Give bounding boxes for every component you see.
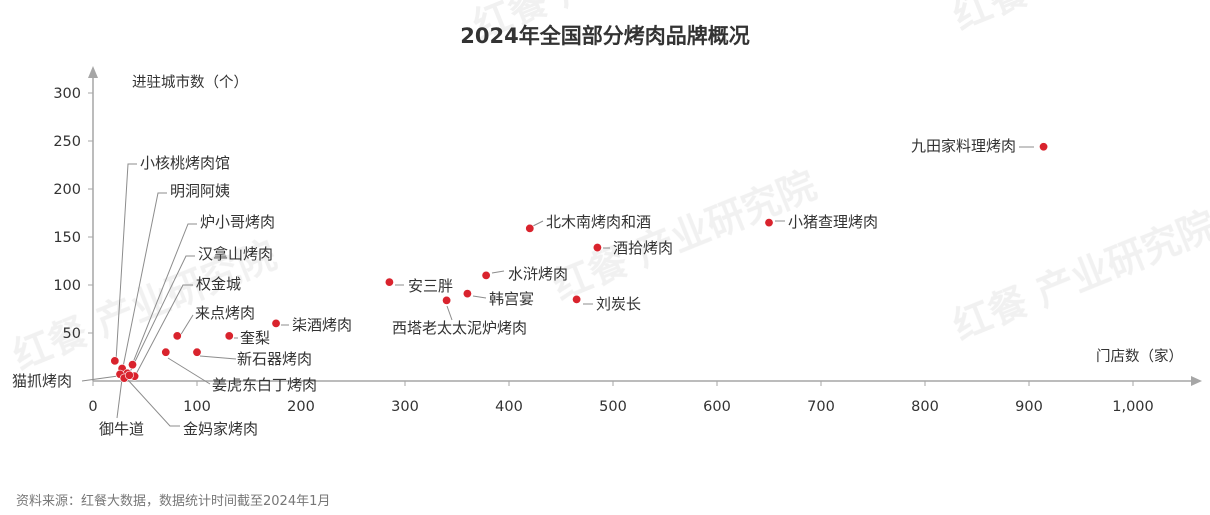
x-tick-label: 1,000 [1112,399,1154,415]
point-label: 猫抓烤肉 [12,372,72,390]
data-point [442,295,452,305]
data-point [384,277,394,287]
leader-line [179,314,194,337]
leader-line [115,163,137,362]
point-label: 九田家料理烤肉 [911,137,1016,155]
y-tick-label: 200 [53,182,81,198]
y-axis-label: 进驻城市数（个） [132,74,248,91]
leader-line [472,295,487,299]
point-label: 小猪查理烤肉 [788,213,878,231]
y-tick-label: 150 [53,230,81,246]
data-point [161,347,171,357]
point-label: 西塔老太太泥炉烤肉 [392,319,527,337]
watermark: 红餐 产业研究院 [947,203,1210,348]
y-tick-label: 250 [53,134,81,150]
x-tick-label: 400 [495,399,523,415]
leader-line [199,355,237,360]
point-label: 御牛道 [99,420,144,438]
point-label: 小核桃烤肉馆 [140,154,230,172]
data-point [1039,142,1049,152]
point-label: 北木南烤肉和酒 [546,213,651,231]
leader-line [81,375,119,382]
y-axis-arrow-icon [88,66,98,78]
point-label: 来点烤肉 [195,304,255,322]
watermark: 红餐 产业研究院 [947,0,1210,38]
y-tick-label: 300 [53,86,81,102]
point-label: 炉小哥烤肉 [200,213,275,231]
data-point [481,270,491,280]
point-label: 汉拿山烤肉 [198,245,273,263]
point-label: 酒拾烤肉 [613,239,673,257]
data-point [572,294,582,304]
leader-line [133,284,193,379]
point-label: 柒酒烤肉 [292,316,352,334]
watermark: 红餐 产业研究院 [547,163,822,308]
x-tick-label: 0 [88,399,97,415]
point-label: 明洞阿姨 [170,182,230,200]
leader-line [446,305,453,321]
x-axis-label: 门店数（家） [1096,348,1183,365]
data-point [525,223,535,233]
data-point [172,331,182,341]
x-tick-label: 100 [183,399,211,415]
point-label: 韩宫宴 [489,290,534,308]
point-label: 水浒烤肉 [508,265,568,283]
y-tick-label: 100 [53,278,81,294]
leader-line [121,192,167,373]
leader-line [127,379,180,427]
leader-line [131,223,197,366]
point-label: 新石器烤肉 [237,350,312,368]
point-label: 安三胖 [408,277,453,295]
data-point [192,347,202,357]
y-tick-label: 50 [63,326,81,342]
x-tick-label: 200 [287,399,315,415]
leader-line [532,220,544,227]
x-tick-label: 600 [703,399,731,415]
data-point [764,218,774,228]
point-label: 奎梨 [240,329,270,347]
x-axis-arrow-icon [1191,376,1202,386]
source-note: 资料来源：红餐大数据，数据统计时间截至2024年1月 [16,494,331,509]
x-tick-label: 500 [599,399,627,415]
data-point [110,356,120,366]
data-point [124,370,134,380]
point-label: 刘炭长 [596,295,641,313]
chart-title: 2024年全国部分烤肉品牌概况 [460,24,749,48]
x-tick-label: 700 [807,399,835,415]
data-point [592,243,602,253]
data-point [128,360,138,370]
leader-line [127,255,195,377]
leader-line [167,357,211,385]
x-tick-label: 300 [391,399,419,415]
leader-line [116,378,123,419]
point-label: 姜虎东白丁烤肉 [212,376,317,394]
data-point [271,318,281,328]
x-tick-label: 900 [1015,399,1043,415]
point-label: 权金城 [196,275,241,293]
leader-line [491,270,505,274]
data-point [224,331,234,341]
point-label: 金妈家烤肉 [183,420,258,438]
x-tick-label: 800 [911,399,939,415]
data-point [462,289,472,299]
